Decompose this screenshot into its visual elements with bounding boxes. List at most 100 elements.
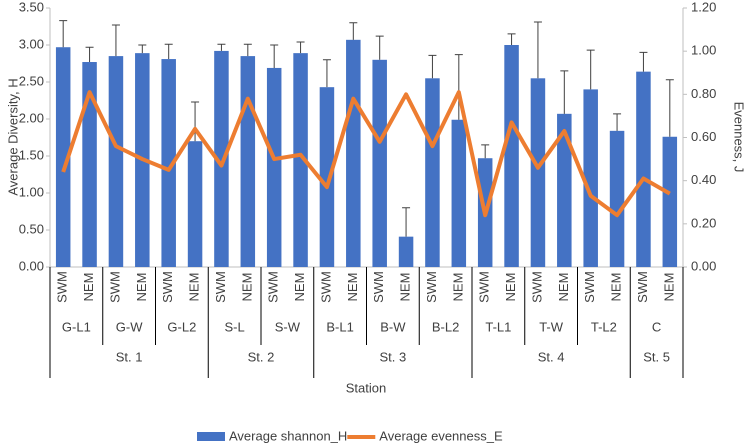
x-tick-label: SWM bbox=[582, 271, 597, 303]
y2-tick-label: 0.40 bbox=[691, 172, 716, 187]
error-bar bbox=[59, 20, 68, 48]
error-bar bbox=[296, 41, 305, 54]
y-axis-title: Average Diversity, H bbox=[5, 78, 20, 195]
x-tick-label: NEM bbox=[556, 273, 571, 302]
error-bar bbox=[507, 33, 516, 45]
bar bbox=[161, 59, 176, 268]
bar bbox=[293, 53, 308, 267]
station-label: St. 3 bbox=[380, 349, 407, 364]
bar bbox=[108, 56, 124, 267]
bar bbox=[82, 62, 97, 267]
x-tick-label: SWM bbox=[160, 271, 175, 303]
y2-axis-title: Evenness, J bbox=[732, 102, 747, 173]
bar bbox=[240, 56, 256, 267]
y2-tick-label: 0.00 bbox=[691, 258, 716, 273]
error-bar bbox=[375, 35, 384, 60]
x-tick-label: NEM bbox=[345, 273, 360, 302]
group-label: S-W bbox=[275, 319, 301, 334]
bar bbox=[583, 89, 598, 268]
y-tick-label: 0.00 bbox=[19, 258, 44, 273]
y2-tick-label: 1.00 bbox=[691, 43, 716, 58]
group-label: B-L2 bbox=[432, 319, 459, 334]
x-tick-label: NEM bbox=[81, 273, 96, 302]
error-bar bbox=[533, 21, 542, 79]
x-tick-label: NEM bbox=[292, 273, 307, 302]
x-tick-label: SWM bbox=[213, 271, 228, 303]
bar bbox=[266, 67, 282, 267]
y-tick-label: 2.00 bbox=[19, 110, 44, 125]
error-bar bbox=[639, 51, 648, 72]
y2-tick-label: 0.80 bbox=[691, 86, 716, 101]
bar bbox=[636, 71, 651, 267]
error-bar bbox=[560, 70, 569, 114]
group-label: B-L1 bbox=[326, 319, 353, 334]
bar bbox=[319, 87, 335, 268]
error-bar bbox=[428, 54, 437, 79]
x-tick-label: NEM bbox=[503, 273, 518, 302]
group-label: B-W bbox=[380, 319, 406, 334]
bar bbox=[55, 47, 71, 267]
x-tick-label: SWM bbox=[55, 271, 70, 303]
y-tick-label: 0.50 bbox=[19, 221, 44, 236]
x-tick-label: NEM bbox=[187, 273, 202, 302]
bar bbox=[372, 59, 387, 267]
x-tick-label: NEM bbox=[450, 273, 465, 302]
y2-tick-label: 1.20 bbox=[691, 0, 716, 14]
error-bar bbox=[111, 24, 120, 57]
x-tick-label: SWM bbox=[371, 271, 386, 303]
bar bbox=[187, 141, 203, 267]
legend-label: Average shannon_H bbox=[229, 428, 347, 443]
error-bar bbox=[454, 54, 463, 120]
error-bar bbox=[665, 79, 674, 137]
group-label: G-L1 bbox=[62, 319, 91, 334]
x-tick-label: NEM bbox=[661, 273, 676, 302]
bar bbox=[398, 236, 414, 267]
station-label: St. 5 bbox=[643, 349, 670, 364]
y-tick-label: 3.00 bbox=[19, 36, 44, 51]
error-bar bbox=[85, 46, 94, 63]
x-axis-title: Station bbox=[346, 380, 386, 395]
y-tick-label: 1.00 bbox=[19, 184, 44, 199]
group-label: G-W bbox=[116, 319, 143, 334]
y2-tick-label: 0.20 bbox=[691, 215, 716, 230]
y2-tick-label: 0.60 bbox=[691, 129, 716, 144]
x-tick-label: SWM bbox=[318, 271, 333, 303]
bar bbox=[662, 136, 678, 267]
error-bar bbox=[613, 113, 622, 131]
group-label: T-W bbox=[539, 319, 564, 334]
bar bbox=[214, 50, 229, 267]
group-label: S-L bbox=[225, 319, 245, 334]
error-bar bbox=[191, 101, 200, 142]
x-tick-label: SWM bbox=[635, 271, 650, 303]
error-bar bbox=[322, 59, 331, 88]
error-bar bbox=[164, 43, 173, 60]
error-bar bbox=[481, 144, 490, 159]
x-tick-label: SWM bbox=[107, 271, 122, 303]
group-label: T-L2 bbox=[591, 319, 617, 334]
station-label: St. 1 bbox=[116, 349, 143, 364]
error-bar bbox=[349, 22, 358, 40]
error-bar bbox=[217, 43, 226, 51]
x-tick-label: NEM bbox=[398, 273, 413, 302]
error-bar bbox=[402, 207, 411, 237]
bar bbox=[425, 78, 440, 267]
bar bbox=[451, 119, 467, 268]
legend-swatch bbox=[197, 432, 225, 441]
error-bar bbox=[586, 49, 595, 90]
legend-label: Average evenness_E bbox=[379, 428, 503, 443]
x-tick-label: SWM bbox=[529, 271, 544, 303]
group-label: C bbox=[652, 319, 661, 334]
x-tick-label: NEM bbox=[134, 273, 149, 302]
y-tick-label: 1.50 bbox=[19, 147, 44, 162]
bar bbox=[346, 39, 361, 267]
y-tick-label: 3.50 bbox=[19, 0, 44, 14]
bar bbox=[557, 113, 572, 267]
line bbox=[61, 90, 671, 218]
bar bbox=[609, 130, 625, 267]
station-label: St. 2 bbox=[248, 349, 275, 364]
bar bbox=[504, 45, 519, 267]
error-bar bbox=[270, 44, 279, 68]
station-label: St. 4 bbox=[538, 349, 565, 364]
y-tick-label: 2.50 bbox=[19, 73, 44, 88]
